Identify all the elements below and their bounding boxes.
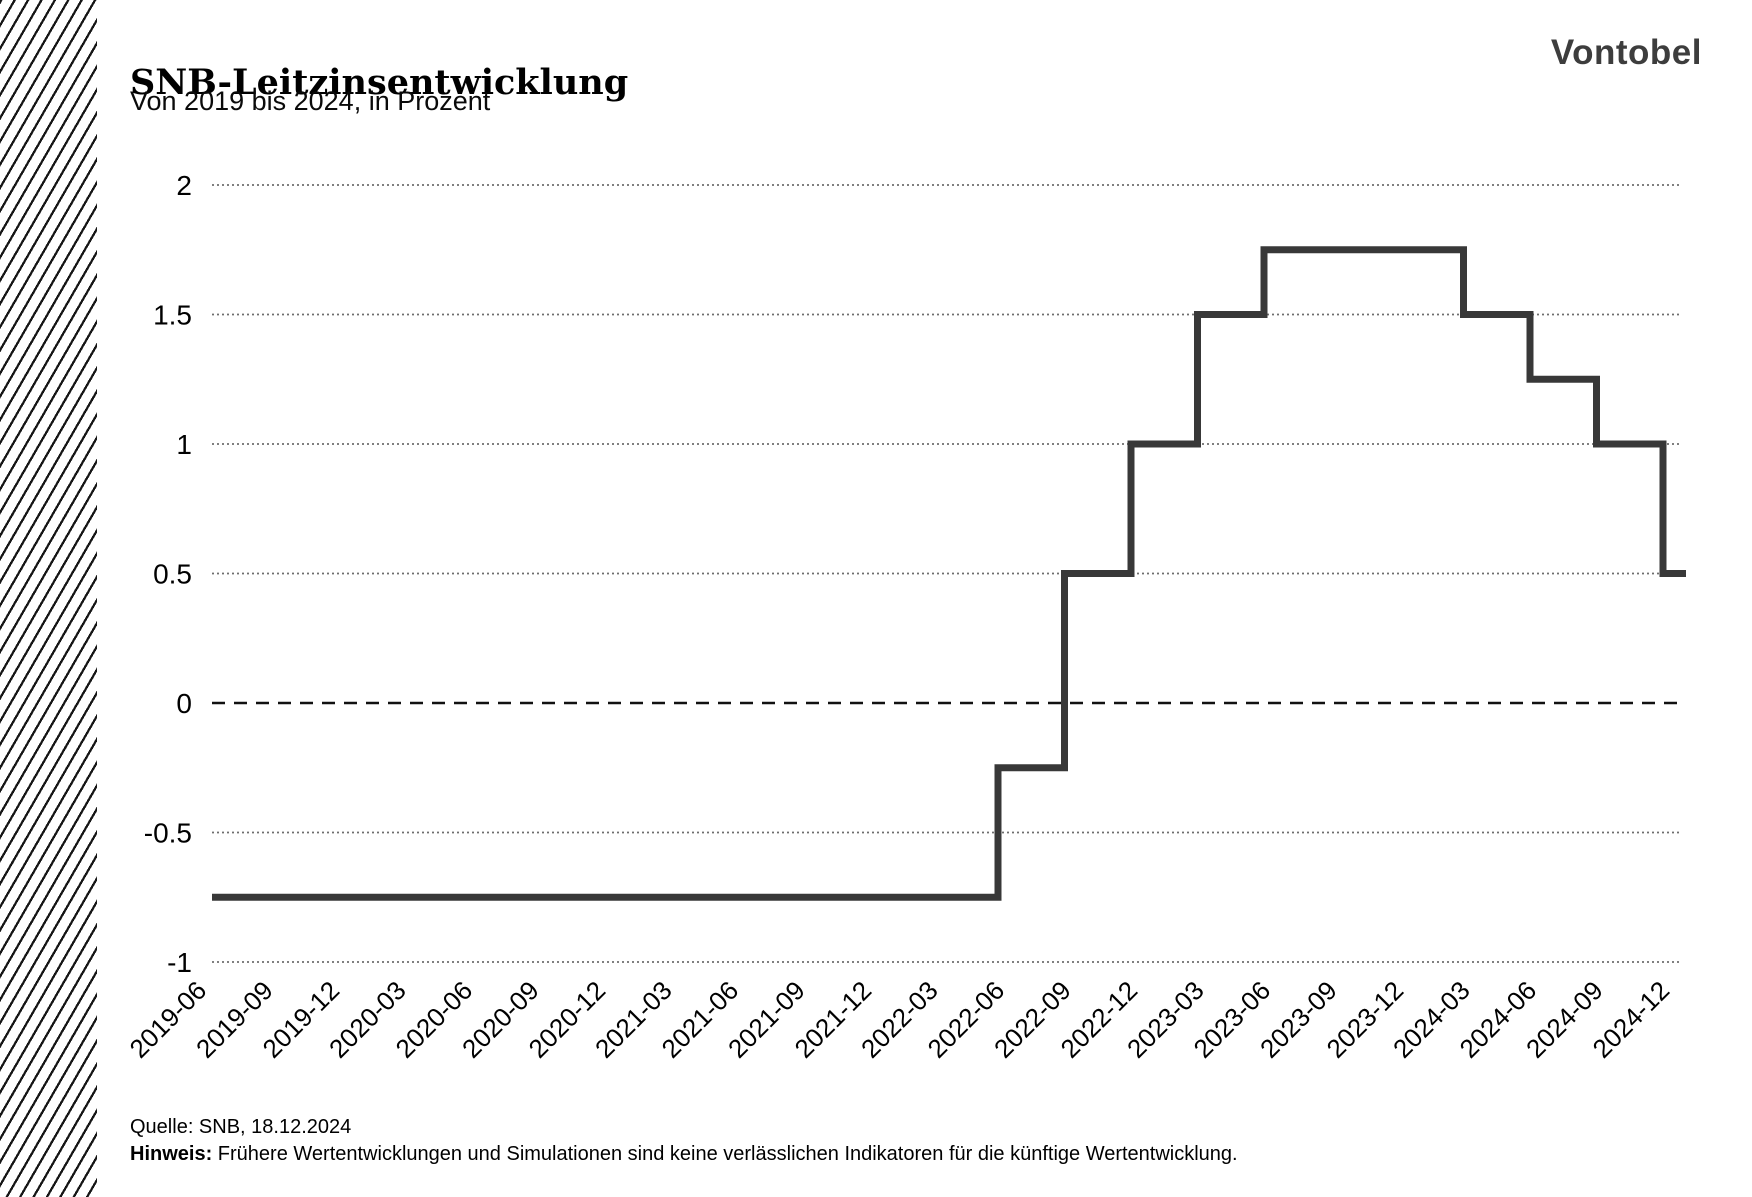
note-text: Hinweis: Frühere Wertentwicklungen und S… bbox=[130, 1141, 1238, 1168]
rate-step-line bbox=[212, 246, 1686, 901]
page-title: SNB-Leitzinsentwicklung bbox=[130, 62, 629, 104]
y-tick-label: 1 bbox=[176, 429, 192, 460]
y-tick-label: -1 bbox=[167, 947, 192, 978]
page-subtitle: Von 2019 bis 2024, in Prozent bbox=[130, 86, 491, 116]
y-tick-label: 0 bbox=[176, 688, 192, 719]
chart-footer: Quelle: SNB, 18.12.2024 Hinweis: Frühere… bbox=[130, 1114, 1238, 1168]
y-tick-label: 0.5 bbox=[153, 559, 192, 590]
vontobel-logo: Vontobel bbox=[1550, 33, 1702, 72]
note-label: Hinweis: bbox=[130, 1143, 213, 1165]
y-tick-label: 2 bbox=[176, 170, 192, 201]
y-tick-label: 1.5 bbox=[153, 300, 192, 331]
source-text: Quelle: SNB, 18.12.2024 bbox=[130, 1116, 352, 1138]
hatch-stripe bbox=[0, 0, 97, 1197]
y-tick-label: -0.5 bbox=[144, 818, 192, 849]
note-body: Frühere Wertentwicklungen und Simulation… bbox=[212, 1143, 1238, 1165]
